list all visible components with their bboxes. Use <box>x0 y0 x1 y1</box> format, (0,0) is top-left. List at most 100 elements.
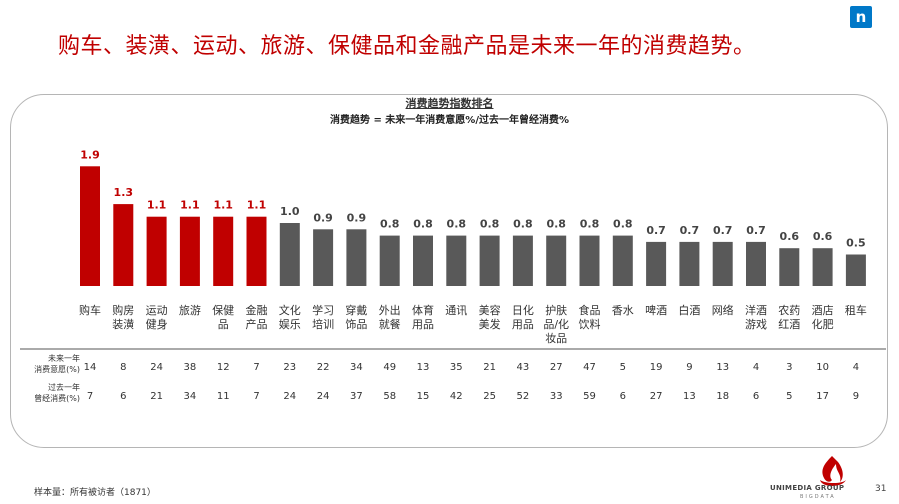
table-cell: 38 <box>184 362 197 373</box>
sample-size-footnote: 样本量：所有被访者（1871） <box>34 488 156 498</box>
table-cell: 24 <box>150 362 163 373</box>
table-cell: 9 <box>853 391 859 402</box>
category-label: 体育 <box>412 303 434 317</box>
category-label: 运动 <box>146 304 168 317</box>
bar <box>746 241 766 286</box>
bar <box>779 248 800 286</box>
table-cell: 33 <box>550 391 563 402</box>
table-cell: 5 <box>786 391 792 402</box>
category-label: 网络 <box>712 303 734 317</box>
bar-value-label: 1.9 <box>80 148 100 161</box>
bar-value-label: 0.8 <box>613 218 633 231</box>
chart-subtitle: 消费趋势 = 未来一年消费意愿%/过去一年曾经消费% <box>329 115 570 126</box>
table-cell: 27 <box>650 391 663 402</box>
bar-value-label: 0.8 <box>447 218 467 231</box>
category-label: 红酒 <box>778 318 800 331</box>
category-label: 护肤 <box>545 303 567 317</box>
table-cell: 43 <box>517 362 530 373</box>
table-cell: 13 <box>716 362 729 373</box>
headline: 购车、装潢、运动、旅游、保健品和金融产品是未来一年的消费趋势。 <box>58 34 756 59</box>
category-label: 租车 <box>845 303 867 317</box>
bar <box>213 216 234 286</box>
table-cell: 4 <box>753 362 759 373</box>
table-cell: 10 <box>816 362 829 373</box>
table-cell: 17 <box>816 391 829 402</box>
bar-value-label: 1.1 <box>180 199 200 212</box>
table-cell: 7 <box>253 391 259 402</box>
bar <box>246 216 267 286</box>
bar <box>346 229 367 286</box>
bar-value-label: 1.0 <box>280 205 300 218</box>
table-cell: 34 <box>184 391 197 402</box>
bar <box>479 235 500 286</box>
category-label: 学习 <box>312 303 334 317</box>
category-label: 外出 <box>379 303 401 317</box>
table-cell: 5 <box>620 362 626 373</box>
table-cell: 8 <box>120 362 126 373</box>
bar <box>313 229 334 286</box>
table-cell: 9 <box>686 362 692 373</box>
bar <box>512 235 533 286</box>
table-cell: 6 <box>620 391 626 402</box>
category-label: 白酒 <box>678 303 700 317</box>
category-label: 保健 <box>212 303 234 317</box>
table-cell: 25 <box>483 391 496 402</box>
table-cell: 4 <box>853 362 859 373</box>
table-cell: 7 <box>87 391 93 402</box>
table-cell: 13 <box>683 391 696 402</box>
table-row-label: 未来一年 <box>48 353 80 363</box>
category-label: 购房 <box>112 303 134 317</box>
category-label: 产品 <box>246 317 268 331</box>
category-label: 娱乐 <box>279 317 301 331</box>
table-cell: 27 <box>550 362 563 373</box>
unimedia-flame-logo-icon <box>820 456 846 486</box>
bar-value-label: 0.7 <box>746 224 766 237</box>
category-label: 美容 <box>479 303 501 317</box>
category-label: 就餐 <box>379 317 401 331</box>
bar-value-label: 0.7 <box>680 224 700 237</box>
bar-value-label: 0.8 <box>380 218 400 231</box>
bar <box>579 235 600 286</box>
bar <box>812 248 833 286</box>
table-cell: 58 <box>383 391 396 402</box>
bar-value-label: 1.1 <box>147 199 167 212</box>
bar <box>845 254 866 286</box>
category-label: 饮料 <box>579 317 601 331</box>
bar <box>379 235 400 286</box>
table-cell: 52 <box>517 391 530 402</box>
table-cell: 15 <box>417 391 430 402</box>
brand-subtitle: BIGDATA <box>800 494 836 500</box>
table-cell: 21 <box>150 391 163 402</box>
bar <box>679 241 700 286</box>
category-label: 购车 <box>79 303 101 317</box>
table-row-label: 消费意愿(%) <box>34 364 80 374</box>
table-cell: 22 <box>317 362 330 373</box>
bar <box>546 235 567 286</box>
category-label: 化肥 <box>812 317 834 331</box>
category-label: 农药 <box>778 303 800 317</box>
table-cell: 19 <box>650 362 663 373</box>
category-label: 洋酒 <box>745 303 767 317</box>
bar-value-label: 0.8 <box>513 218 533 231</box>
table-cell: 12 <box>217 362 230 373</box>
table-row-label: 曾经消费(%) <box>34 393 80 403</box>
category-label: 食品 <box>579 303 601 317</box>
category-label: 香水 <box>612 304 634 317</box>
chart-panel <box>10 94 888 448</box>
bar-value-label: 0.6 <box>813 230 833 243</box>
bar <box>413 235 433 286</box>
table-cell: 34 <box>350 362 363 373</box>
bar-value-label: 1.1 <box>213 199 233 212</box>
table-cell: 24 <box>317 391 330 402</box>
bar <box>646 241 667 286</box>
category-label: 文化 <box>279 303 301 317</box>
table-cell: 7 <box>253 362 259 373</box>
bar-value-label: 0.7 <box>646 224 666 237</box>
bar-value-label: 0.8 <box>413 218 433 231</box>
category-label: 酒店 <box>812 303 834 317</box>
table-cell: 6 <box>753 391 759 402</box>
chart-title: 消费趋势指数排名 <box>405 97 494 110</box>
bar <box>279 223 300 286</box>
category-label: 健身 <box>146 317 168 331</box>
